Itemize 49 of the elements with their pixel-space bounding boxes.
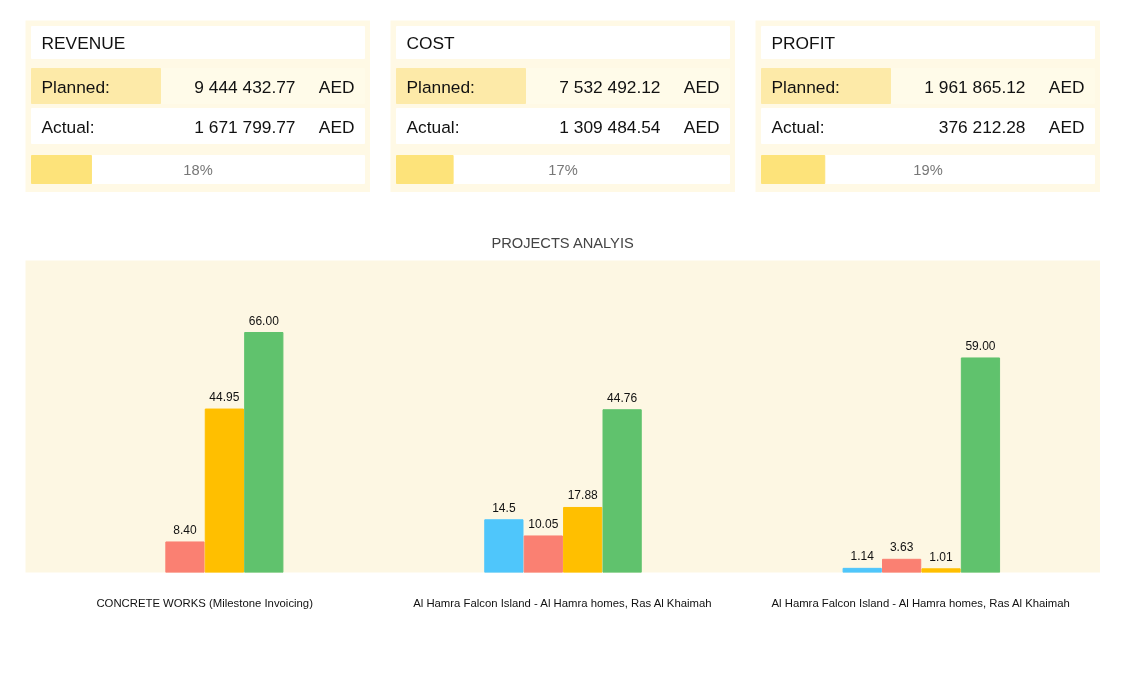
text: Actual: [771, 116, 825, 137]
data-label: 66.00 [248, 313, 280, 328]
data-label: 1.14 [850, 549, 875, 564]
data-label: 8.40 [173, 522, 197, 537]
text: REVENUE [41, 32, 126, 53]
data-label: 14.5 [492, 500, 516, 515]
x-tick-label: Al Hamra Falcon Island - Al Hamra homes, Ras Al Khaimah [413, 596, 712, 609]
data-label: 59.00 [965, 338, 996, 353]
bar [882, 558, 922, 573]
text: Actual: [406, 116, 460, 137]
text: 9 444 432.77 [194, 76, 296, 97]
bar [563, 506, 603, 573]
text: 1 309 484.54 [559, 116, 661, 137]
chart-title: PROJECTS ANALYIS [491, 234, 634, 251]
text: 376 212.28 [938, 116, 1026, 137]
data-label: 18% [183, 161, 213, 178]
text: Planned: [41, 76, 110, 97]
x-tick-label: Al Hamra Falcon Island - Al Hamra homes, Ras Al Khaimah [771, 596, 1070, 609]
text: 1 961 865.12 [924, 76, 1026, 97]
text: AED [318, 116, 355, 137]
data-label: 3.63 [889, 540, 914, 555]
data-label: 1.01 [929, 549, 954, 564]
bar [484, 519, 524, 573]
bar [165, 541, 205, 573]
x-tick-label: CONCRETE WORKS (Milestone Invoicing) [96, 596, 314, 609]
bar [244, 332, 284, 573]
data-label: 44.76 [607, 390, 638, 405]
text: Planned: [771, 76, 840, 97]
bar [602, 409, 642, 573]
text: AED [683, 76, 720, 97]
data-label: 17% [548, 161, 578, 178]
bar [921, 568, 961, 573]
text: COST [406, 32, 456, 53]
bar [204, 408, 244, 573]
text: AED [1048, 76, 1085, 97]
text: 7 532 492.12 [559, 76, 661, 97]
text: AED [318, 76, 355, 97]
data-label: 19% [913, 161, 943, 178]
bar [960, 357, 1001, 573]
data-label: 44.95 [209, 390, 240, 405]
data-label: 10.05 [528, 516, 559, 531]
text: Planned: [406, 76, 475, 97]
text: 1 671 799.77 [194, 116, 296, 137]
text: AED [1048, 116, 1085, 137]
text: Actual: [41, 116, 95, 137]
data-label: 17.88 [567, 488, 599, 503]
text: PROFIT [771, 32, 836, 53]
bar [523, 535, 563, 573]
text: AED [683, 116, 720, 137]
